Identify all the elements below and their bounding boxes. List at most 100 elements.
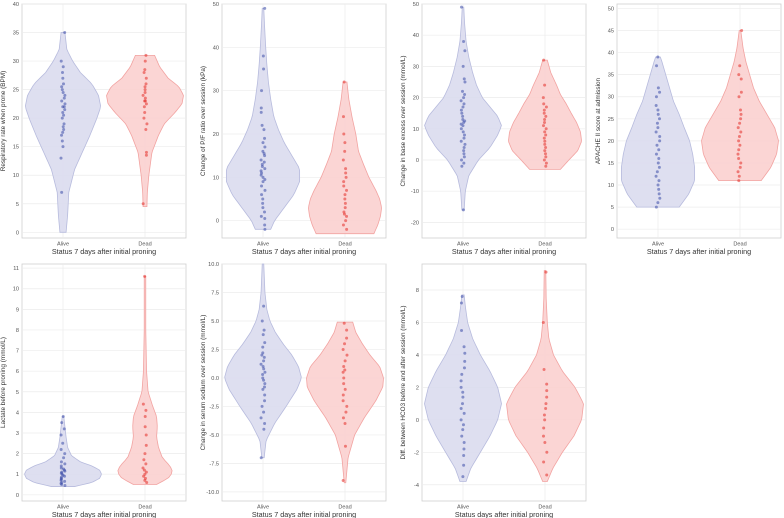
data-point xyxy=(462,447,466,451)
y-tick-label: -20 xyxy=(411,220,419,226)
data-point xyxy=(462,121,466,125)
data-point xyxy=(144,470,148,474)
data-point xyxy=(259,110,263,114)
data-point xyxy=(655,64,659,68)
data-point xyxy=(544,155,548,159)
y-tick-label: 20 xyxy=(13,116,19,122)
data-point xyxy=(260,165,264,168)
data-point xyxy=(343,387,347,391)
data-point xyxy=(59,460,63,464)
data-point xyxy=(344,167,348,171)
data-point xyxy=(655,170,659,174)
data-point xyxy=(143,478,147,482)
data-point xyxy=(145,480,149,484)
y-tick-label: 10 xyxy=(13,287,19,293)
data-point xyxy=(462,463,466,467)
data-point xyxy=(144,76,148,80)
data-point xyxy=(462,161,466,165)
y-tick-label: 8 xyxy=(416,288,419,294)
data-point xyxy=(344,171,348,175)
violin-group-dead xyxy=(117,274,173,485)
data-point xyxy=(263,217,267,220)
y-tick-label: 0 xyxy=(611,227,614,233)
data-point xyxy=(60,116,64,120)
data-point xyxy=(459,5,463,9)
data-point xyxy=(141,402,145,406)
data-point xyxy=(63,469,67,473)
x-tick-label: Alive xyxy=(257,505,269,511)
y-tick-label: 30 xyxy=(13,59,19,65)
data-point xyxy=(345,328,349,332)
data-point xyxy=(542,136,546,140)
violin-group-alive xyxy=(424,294,502,482)
data-point xyxy=(542,158,546,162)
data-point xyxy=(461,105,465,109)
y-tick-label: 0 xyxy=(416,418,419,424)
y-tick-label: 5 xyxy=(611,205,614,211)
data-point xyxy=(62,82,66,86)
data-point xyxy=(59,447,63,451)
data-point xyxy=(59,433,63,437)
data-point xyxy=(544,406,548,410)
data-point xyxy=(739,117,743,121)
y-tick-label: 30 xyxy=(413,64,419,70)
data-point xyxy=(343,141,347,145)
data-point xyxy=(460,89,464,93)
data-point xyxy=(262,367,266,371)
data-point xyxy=(141,93,145,97)
data-point xyxy=(543,142,547,146)
data-point xyxy=(343,368,347,372)
data-point xyxy=(144,433,148,437)
data-point xyxy=(656,201,660,205)
data-point xyxy=(62,96,66,100)
data-point xyxy=(463,142,467,146)
y-tick-label: 20 xyxy=(608,139,614,145)
data-point xyxy=(144,128,148,132)
data-point xyxy=(736,170,740,174)
data-point xyxy=(63,484,67,488)
data-point xyxy=(463,92,467,96)
data-point xyxy=(345,214,349,218)
violin-shape xyxy=(424,6,502,211)
data-point xyxy=(738,121,742,125)
data-point xyxy=(259,173,263,177)
y-tick-label: 40 xyxy=(608,51,614,57)
data-point xyxy=(143,425,147,429)
y-tick-label: 30 xyxy=(213,89,219,95)
y-tick-label: 45 xyxy=(608,28,614,34)
data-point xyxy=(461,114,465,118)
data-point xyxy=(543,152,547,156)
data-point xyxy=(260,353,264,357)
data-point xyxy=(543,441,547,445)
data-point xyxy=(654,95,658,99)
data-point xyxy=(656,55,660,59)
y-tick-label: 20 xyxy=(213,132,219,138)
data-point xyxy=(345,227,349,231)
data-point xyxy=(63,479,67,483)
x-tick-label: Alive xyxy=(457,242,469,248)
violin-shape xyxy=(620,56,696,208)
violin-shape xyxy=(424,294,502,482)
data-point xyxy=(62,122,66,126)
data-point xyxy=(263,382,267,386)
data-point xyxy=(261,387,265,391)
data-point xyxy=(143,415,147,419)
y-tick-label: 7 xyxy=(16,349,19,355)
data-point xyxy=(62,128,66,132)
y-tick-label: 5.0 xyxy=(211,319,219,325)
data-point xyxy=(341,347,345,351)
data-point xyxy=(344,219,348,223)
data-point xyxy=(542,124,546,128)
data-point xyxy=(341,416,345,420)
data-point xyxy=(143,88,147,92)
data-point xyxy=(263,341,267,345)
x-tick-label: Dead xyxy=(338,505,351,511)
data-point xyxy=(342,365,346,369)
y-tick-label: 2.5 xyxy=(211,347,219,353)
data-point xyxy=(462,366,466,370)
data-point xyxy=(542,460,546,464)
data-point xyxy=(260,404,264,408)
y-axis-label: APACHE II score at admission xyxy=(595,77,602,164)
y-tick-label: 15 xyxy=(608,161,614,167)
x-tick-label: Alive xyxy=(57,242,69,248)
